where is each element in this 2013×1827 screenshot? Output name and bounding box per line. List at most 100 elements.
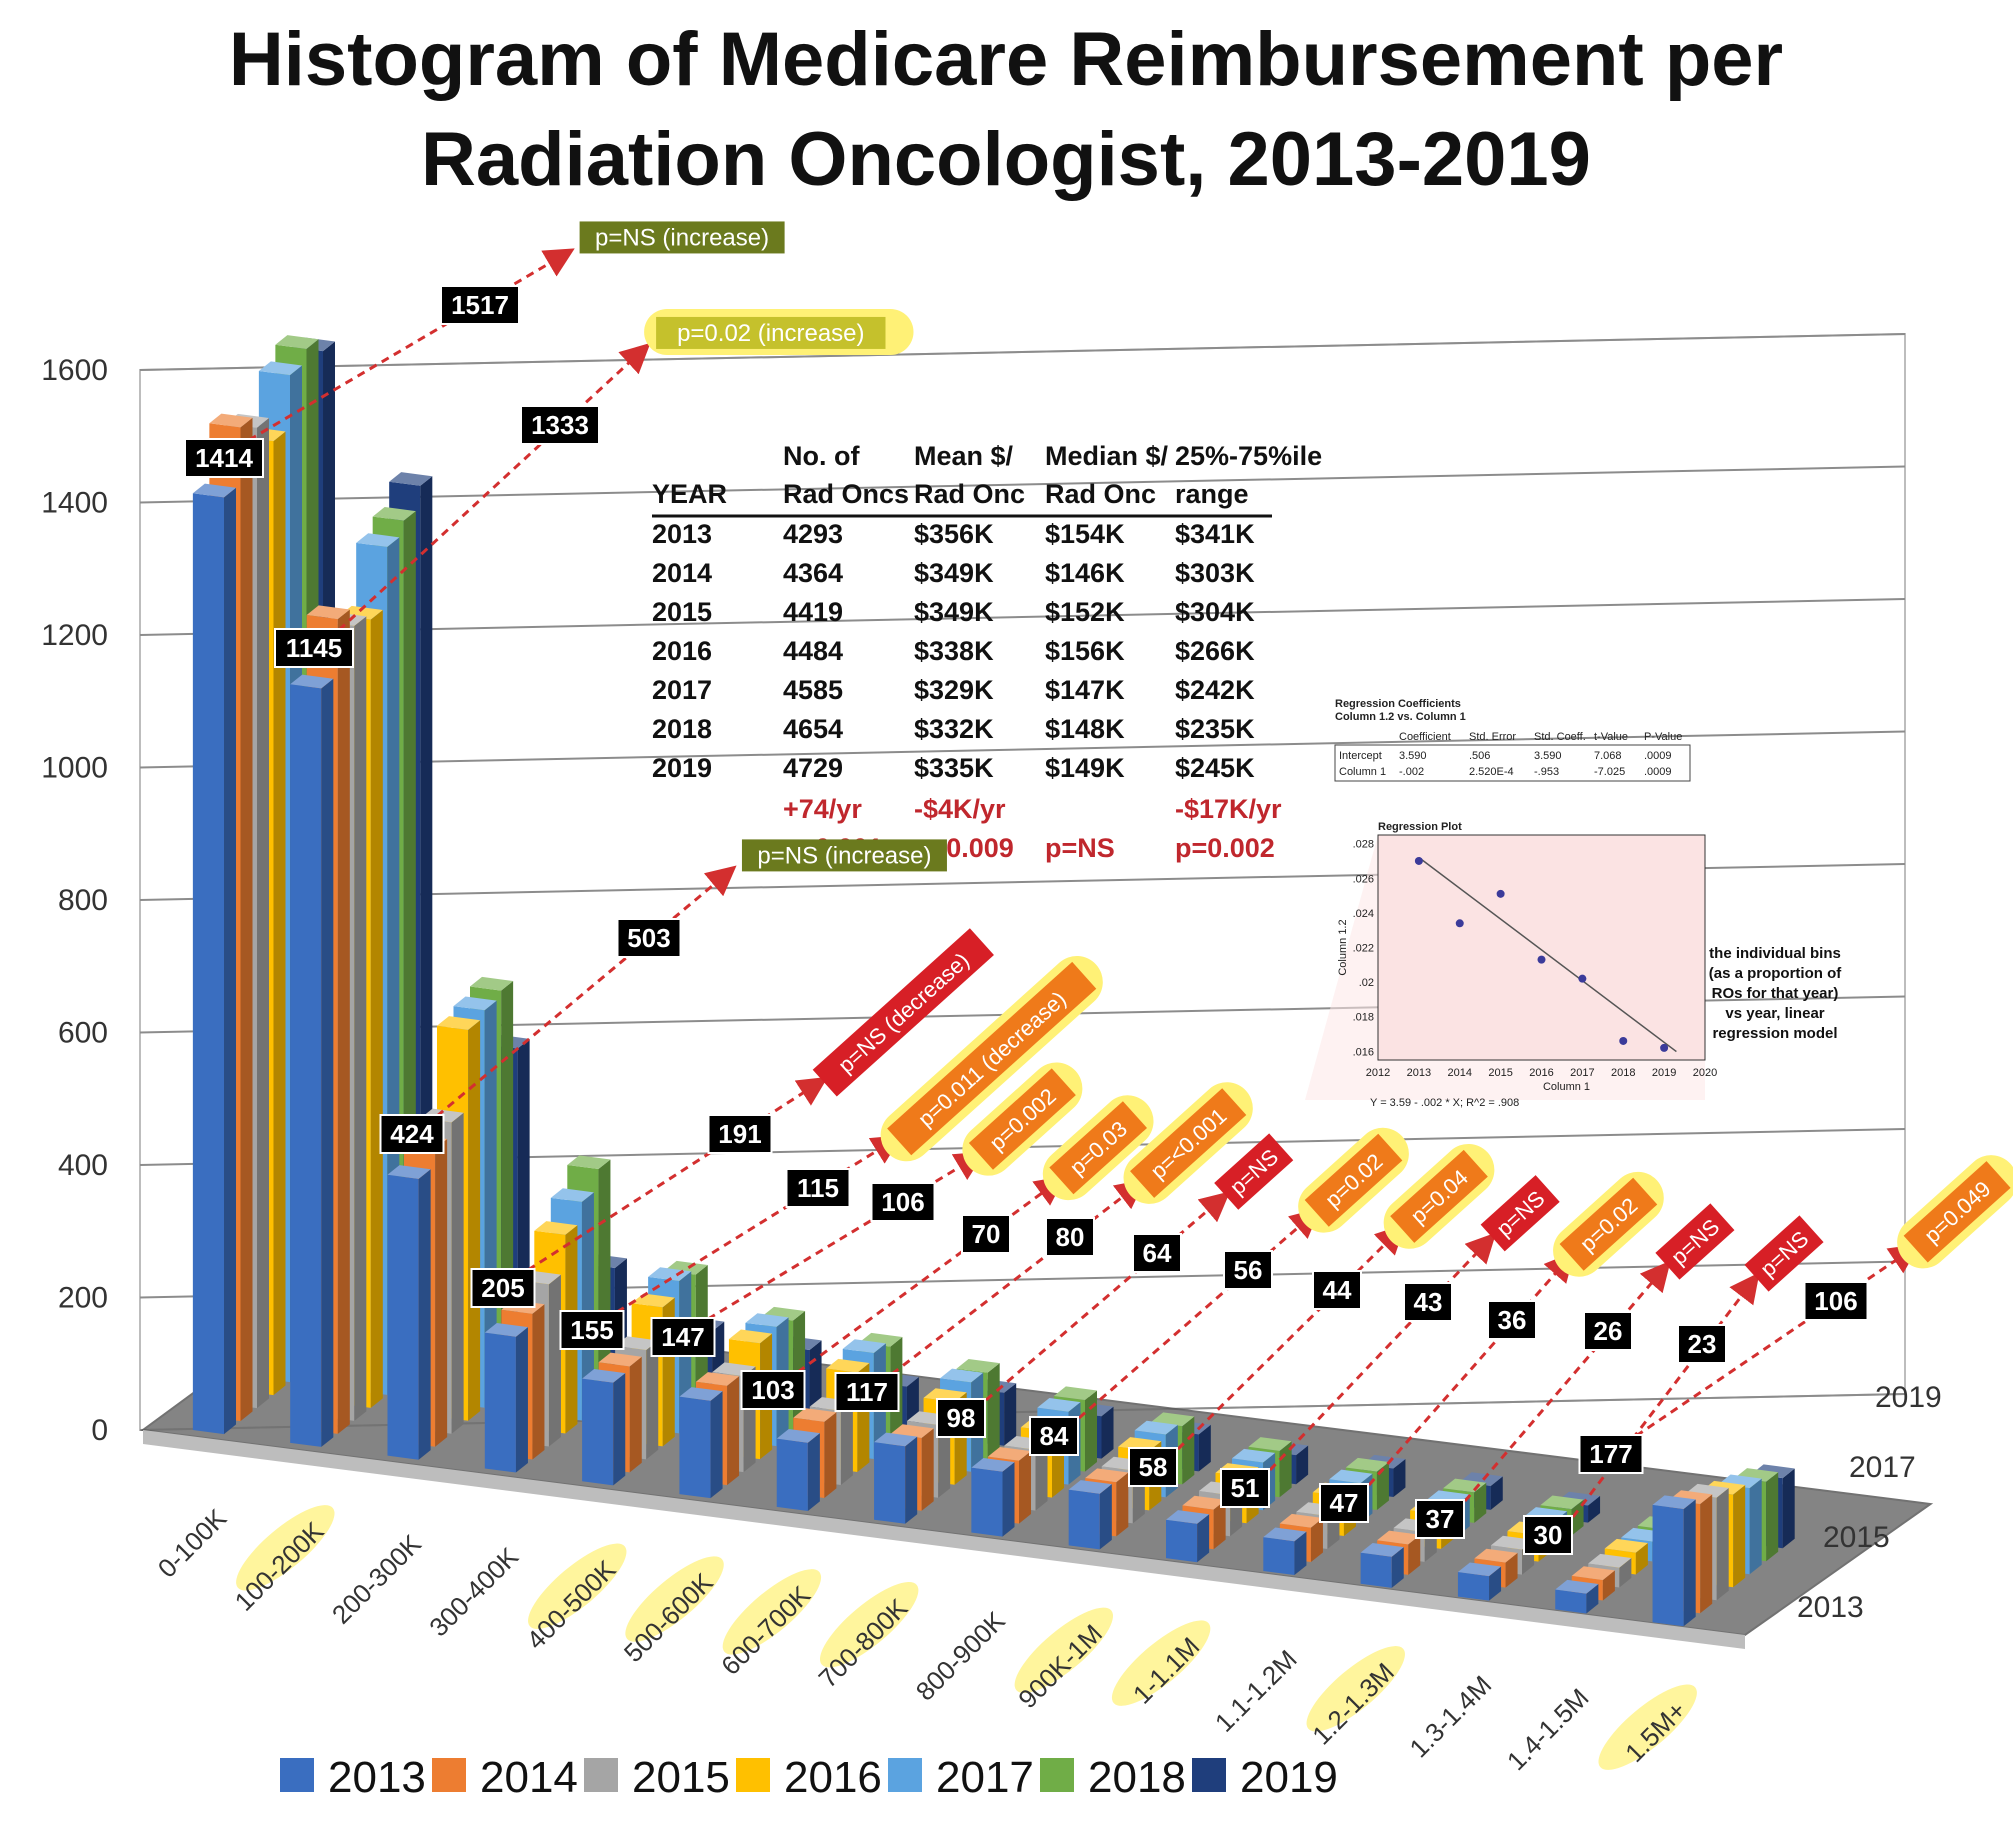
gridline <box>139 465 1906 504</box>
bar-front <box>1652 1504 1684 1627</box>
reg-point <box>1496 889 1505 898</box>
bar-2013-1 <box>290 674 334 1447</box>
category-label: 1.4-1.5M <box>1501 1682 1595 1776</box>
bar-side <box>921 1428 934 1511</box>
bar-side <box>1004 1383 1017 1446</box>
category-highlight <box>528 1543 627 1629</box>
bar-side <box>824 1412 837 1498</box>
data-label-box <box>1487 1300 1537 1340</box>
bar-side <box>1588 1495 1601 1523</box>
bar-top <box>306 605 350 620</box>
trend-annotations: p=NS (increase) p=0.02 (increase) p=NS (in… <box>248 221 2013 1518</box>
bar-side <box>905 1436 918 1524</box>
data-label-box <box>1523 1515 1573 1555</box>
bar-top <box>1377 1530 1421 1545</box>
trend-arrow <box>1635 1244 1920 1438</box>
bar-side <box>1296 1445 1309 1485</box>
table-header: range <box>1175 479 1249 509</box>
data-label-box <box>184 438 264 478</box>
table-cell: $329K <box>914 675 994 705</box>
bar-side <box>1197 1514 1210 1563</box>
y-tick-label: 600 <box>58 1017 108 1050</box>
reg-y-tick: .02 <box>1359 977 1374 989</box>
bar-top <box>484 1323 528 1337</box>
trend-arrow <box>1463 1260 1671 1502</box>
bar-top <box>615 1336 659 1351</box>
table-cell: $242K <box>1175 675 1255 705</box>
trend-arrow <box>1176 1223 1406 1451</box>
trend-arrow <box>985 1191 1231 1402</box>
data-label-text: 155 <box>570 1315 613 1345</box>
legend-swatch <box>888 1758 922 1792</box>
bar-top <box>842 1339 886 1353</box>
bar-side <box>1101 1406 1114 1459</box>
summary-table: No. of Mean $/ Median $/25%-75%ile YEAR Rad … <box>652 441 1322 863</box>
bar-side <box>418 1169 431 1460</box>
bar-2013-10 <box>1165 1510 1210 1563</box>
data-label: 106 <box>1803 1281 1869 1321</box>
bar-side <box>435 1139 448 1447</box>
data-label-box <box>936 1398 986 1438</box>
y-tick-label: 200 <box>58 1282 108 1315</box>
reg-point <box>1660 1043 1669 1052</box>
table-header: Rad Onc <box>914 479 1025 509</box>
bar-side <box>468 1020 481 1421</box>
bar-side <box>1716 1488 1729 1601</box>
legend-label: 2017 <box>936 1753 1034 1802</box>
data-label-text: 47 <box>1330 1488 1359 1518</box>
data-label-box <box>707 1114 773 1154</box>
bar-side <box>1019 1451 1032 1524</box>
reg-coef-header: Coefficient <box>1399 731 1451 743</box>
bar-top <box>258 361 303 376</box>
data-label-text: 30 <box>1534 1520 1563 1550</box>
bar-2013-12 <box>1360 1543 1404 1588</box>
bar-front <box>484 1332 516 1473</box>
y-tick-label: 800 <box>58 884 108 917</box>
data-label-box <box>1223 1250 1273 1290</box>
data-label-text: 37 <box>1426 1504 1455 1534</box>
bar-side <box>1408 1534 1421 1575</box>
category-highlight <box>1306 1646 1405 1732</box>
category-label: 300-400K <box>423 1541 524 1642</box>
reg-point <box>1455 919 1464 928</box>
tag-box <box>741 839 947 872</box>
data-label-box <box>1029 1416 1079 1456</box>
table-trend: -$17K/yr <box>1175 794 1282 824</box>
data-label: 98 <box>936 1398 986 1438</box>
reg-x-tick: 2015 <box>1488 1067 1512 1079</box>
category-highlight <box>722 1569 822 1655</box>
tag-box <box>1655 1203 1735 1280</box>
bar-2013-13 <box>1457 1562 1502 1601</box>
bar-side <box>1602 1570 1615 1601</box>
bar-side <box>1619 1558 1632 1588</box>
bar-side <box>1700 1494 1713 1614</box>
bar-top <box>372 506 416 521</box>
data-label-box <box>1578 1434 1644 1474</box>
data-label-box <box>1677 1324 1727 1364</box>
data-label-box <box>520 405 600 445</box>
data-label: 1333 <box>520 405 600 445</box>
bar-side <box>1733 1484 1746 1588</box>
bar-side <box>581 1192 594 1421</box>
reg-x-tick: 2016 <box>1529 1067 1553 1079</box>
reg-x-tick: 2014 <box>1448 1067 1472 1079</box>
reg-plot-area <box>1377 834 1706 1061</box>
data-label-text: 80 <box>1056 1222 1085 1252</box>
bar-2013-0 <box>192 483 237 1435</box>
data-label-box <box>870 1182 936 1222</box>
table-cell: $152K <box>1045 597 1125 627</box>
data-label-box <box>785 1168 851 1208</box>
category-highlight <box>819 1581 919 1668</box>
tag-box <box>1744 1215 1824 1292</box>
table-cell: 2014 <box>652 558 712 588</box>
bar-top <box>1540 1495 1584 1510</box>
bar-side <box>1489 1566 1502 1601</box>
legend-swatch <box>280 1758 314 1792</box>
bar-top <box>890 1424 934 1438</box>
legend-label: 2019 <box>1240 1753 1338 1802</box>
data-label-box <box>379 1114 445 1154</box>
data-label-text: 56 <box>1234 1255 1263 1285</box>
reg-x-tick: 2020 <box>1693 1067 1717 1079</box>
reg-x-tick: 2017 <box>1570 1067 1594 1079</box>
reg-coef-cell: -.953 <box>1534 766 1559 778</box>
